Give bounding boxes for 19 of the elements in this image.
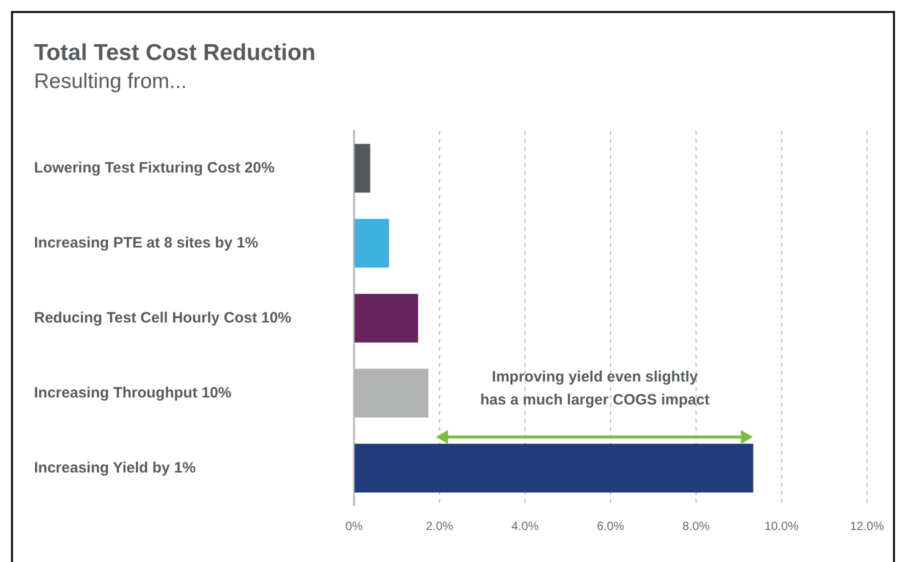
x-tick-label: 2.0% (426, 519, 454, 534)
bar (354, 218, 390, 268)
bar (354, 444, 754, 492)
annotation: Improving yield even slightly has a much larger COGS impact (480, 368, 710, 409)
y-tick-label: Increasing Yield by 1% (34, 459, 196, 476)
x-tick-label: 10.0% (764, 519, 799, 534)
bar (354, 294, 418, 343)
text: Resulting from... (34, 70, 187, 93)
x-tick-label: 6.0% (596, 519, 624, 534)
x-tick-label: 0% (345, 519, 363, 534)
x-tick-label: 4.0% (511, 519, 539, 534)
x-tick-label: 12.0% (850, 519, 884, 534)
x-tick-label: 8.0% (682, 519, 710, 534)
bar (354, 144, 370, 193)
y-tick-label: Reducing Test Cell Hourly Cost 10% (34, 309, 292, 326)
y-tick-label: Increasing PTE at 8 sites by 1% (34, 234, 258, 252)
chart-title: Total Test Cost Reduction (34, 39, 316, 66)
y-tick-label: Lowering Test Fixturing Cost 20% (34, 159, 275, 176)
y-tick-label: Increasing Throughput 10% (34, 384, 232, 402)
